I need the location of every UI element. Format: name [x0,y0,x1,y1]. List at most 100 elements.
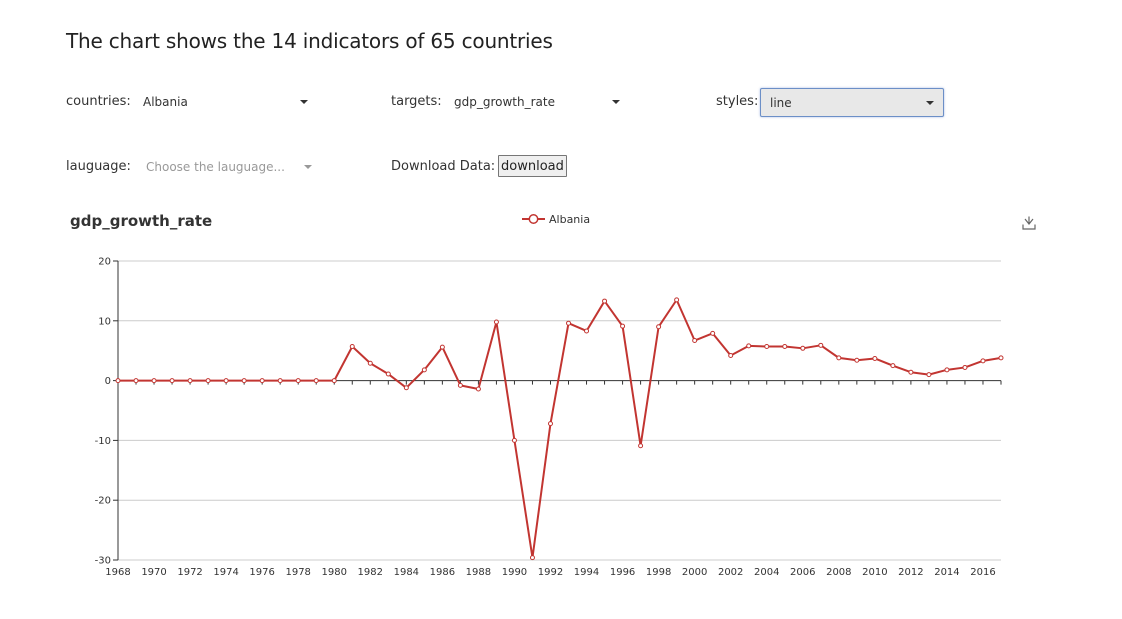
x-tick-label: 1974 [213,567,238,578]
data-point[interactable] [439,344,445,350]
language-select-placeholder: Choose the lauguage... [146,160,285,174]
data-point[interactable] [584,328,590,334]
data-point[interactable] [529,555,535,561]
x-tick-label: 1986 [430,567,455,578]
data-point[interactable] [872,355,878,361]
data-point[interactable] [385,371,391,377]
data-point[interactable] [800,345,806,351]
x-tick-label: 2012 [898,567,923,578]
data-point[interactable] [746,343,752,349]
x-tick-label: 1978 [285,567,310,578]
y-tick-label: -10 [95,436,111,447]
language-label: lauguage: [66,159,131,174]
data-point[interactable] [151,378,157,384]
caret-down-icon [612,100,620,104]
x-tick-label: 1980 [322,567,347,578]
data-point[interactable] [602,298,608,304]
y-tick-label: 10 [98,316,111,327]
data-point[interactable] [331,378,337,384]
x-tick-label: 1996 [610,567,635,578]
caret-down-icon [300,100,308,104]
countries-label: countries: [66,94,131,109]
data-point[interactable] [638,443,644,449]
chart-title: gdp_growth_rate [70,212,213,230]
data-point[interactable] [277,378,283,384]
data-point[interactable] [421,367,427,373]
data-point[interactable] [908,369,914,375]
data-point[interactable] [692,338,698,344]
download-icon[interactable] [1021,216,1037,232]
countries-select[interactable]: Albania [143,93,308,111]
x-tick-label: 2010 [862,567,887,578]
x-tick-label: 2002 [718,567,743,578]
data-point[interactable] [133,378,139,384]
data-point[interactable] [367,360,373,366]
data-point[interactable] [205,378,211,384]
data-point[interactable] [674,297,680,303]
x-tick-label: 1970 [141,567,166,578]
data-point[interactable] [728,352,734,358]
data-point[interactable] [854,357,860,363]
data-point[interactable] [349,344,355,350]
x-tick-label: 2006 [790,567,815,578]
data-point[interactable] [962,364,968,370]
data-point[interactable] [169,378,175,384]
x-tick-label: 2016 [970,567,995,578]
language-select[interactable]: Choose the lauguage... [146,158,312,176]
data-point[interactable] [764,344,770,350]
x-tick-label: 1988 [466,567,491,578]
data-point[interactable] [313,378,319,384]
styles-select[interactable]: line [760,88,944,117]
caret-down-icon [926,100,934,105]
data-point[interactable] [836,355,842,361]
targets-select[interactable]: gdp_growth_rate [454,93,620,111]
data-point[interactable] [511,437,517,443]
download-button[interactable]: download [498,155,567,177]
data-point[interactable] [259,378,265,384]
data-point[interactable] [998,355,1004,361]
x-tick-label: 1976 [249,567,274,578]
targets-select-value: gdp_growth_rate [454,95,555,109]
countries-select-value: Albania [143,95,188,109]
data-point[interactable] [710,330,716,336]
series-line-albania [118,298,1002,559]
x-tick-label: 1992 [538,567,563,578]
data-point[interactable] [782,344,788,350]
styles-select-value: line [770,95,792,110]
data-point[interactable] [656,324,662,330]
y-tick-label: 0 [105,376,111,387]
x-tick-label: 2004 [754,567,779,578]
data-point[interactable] [223,378,229,384]
data-point[interactable] [547,421,553,427]
data-point[interactable] [187,378,193,384]
data-point[interactable] [620,323,626,329]
legend-label: Albania [549,212,591,226]
x-tick-label: 1994 [574,567,599,578]
legend-line-symbol [522,214,545,224]
x-tick-label: 1968 [105,567,130,578]
x-tick-label: 2000 [682,567,707,578]
legend-item-albania[interactable]: Albania [521,212,590,226]
data-point[interactable] [566,320,572,326]
data-point[interactable] [457,382,463,388]
y-tick-label: 20 [98,257,111,268]
data-point[interactable] [944,367,950,373]
data-point[interactable] [980,358,986,364]
data-point[interactable] [926,372,932,378]
x-tick-label: 1982 [358,567,383,578]
data-point[interactable] [115,378,121,384]
download-data-label: Download Data: [391,159,496,174]
data-point[interactable] [241,378,247,384]
x-tick-label: 1984 [394,567,419,578]
data-point[interactable] [818,342,824,348]
data-point[interactable] [475,386,481,392]
x-tick-label: 2014 [934,567,959,578]
data-point[interactable] [493,319,499,325]
data-point[interactable] [295,378,301,384]
y-tick-label: -20 [95,496,111,507]
data-point[interactable] [890,363,896,369]
y-tick-label: -30 [95,556,111,567]
data-point[interactable] [403,385,409,391]
x-tick-label: 1972 [177,567,202,578]
